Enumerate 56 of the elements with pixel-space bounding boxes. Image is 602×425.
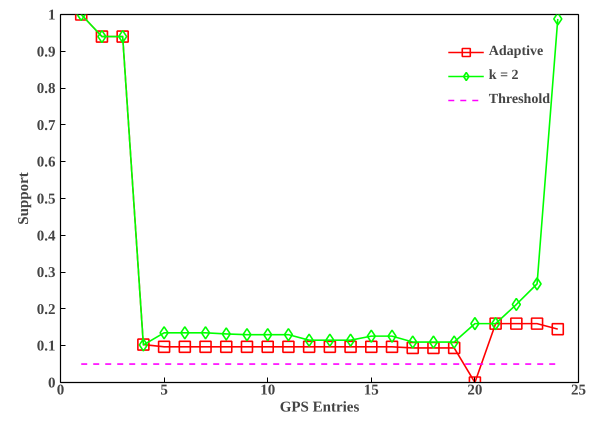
- point: [510, 317, 523, 330]
- point: [159, 326, 169, 340]
- point: [428, 335, 438, 349]
- point: [552, 14, 563, 26]
- point: [199, 340, 212, 354]
- x-tick-label: 20: [467, 382, 482, 398]
- legend-label: k = 2: [488, 68, 519, 84]
- y-tick-label: 0.5: [36, 192, 56, 208]
- y-tick-label: 0.2: [36, 302, 56, 318]
- y-tick-label: 0.8: [36, 81, 56, 98]
- point: [324, 340, 336, 354]
- y-tick-label: 0.9: [36, 44, 56, 60]
- point: [240, 340, 254, 354]
- x-tick-label: 10: [260, 382, 276, 398]
- y-tick-label: 0.3: [36, 265, 56, 282]
- point: [242, 328, 252, 342]
- y-tick-label: 0.4: [36, 228, 56, 244]
- x-tick-label: 5: [160, 382, 168, 398]
- y-tick-label: 0.1: [36, 338, 56, 355]
- x-tick-label: 25: [571, 382, 586, 398]
- point: [221, 327, 232, 341]
- point: [530, 317, 544, 330]
- legend-label: Adaptive: [488, 44, 544, 60]
- y-axis-title: Support: [16, 172, 32, 225]
- point: [470, 316, 480, 330]
- point: [365, 340, 378, 354]
- point: [387, 329, 397, 343]
- point: [220, 340, 233, 354]
- point: [158, 340, 170, 354]
- point: [346, 333, 356, 347]
- point: [406, 342, 420, 354]
- y-tick-label: 0.6: [36, 154, 56, 171]
- point: [408, 335, 418, 349]
- point: [532, 277, 542, 291]
- point: [344, 340, 357, 354]
- point: [448, 342, 460, 354]
- point: [178, 340, 192, 354]
- point: [304, 333, 314, 347]
- point: [386, 340, 398, 354]
- point: [180, 326, 190, 340]
- point: [262, 328, 272, 342]
- point: [449, 335, 459, 349]
- x-tick-label: 15: [364, 382, 379, 398]
- point: [512, 298, 522, 312]
- legend-label: Threshold: [488, 92, 550, 108]
- point: [261, 340, 274, 354]
- y-tick-label: 1: [48, 8, 56, 24]
- point: [284, 328, 294, 342]
- point: [302, 340, 316, 354]
- point: [200, 326, 210, 340]
- x-axis-title: GPS Entries: [280, 400, 360, 416]
- point: [551, 322, 564, 336]
- y-tick-label: 0.7: [36, 118, 56, 134]
- point: [366, 329, 376, 343]
- point: [325, 333, 335, 347]
- point: [282, 340, 295, 354]
